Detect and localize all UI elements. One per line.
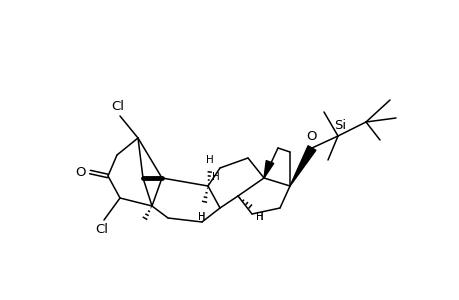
Text: Si: Si [333, 119, 345, 132]
Text: H: H [198, 212, 205, 222]
Text: Cl: Cl [111, 100, 124, 113]
Text: H: H [256, 212, 263, 222]
Text: H: H [212, 172, 219, 182]
Text: O: O [306, 130, 317, 143]
Text: Cl: Cl [95, 223, 108, 236]
Text: H: H [256, 212, 263, 222]
Polygon shape [289, 146, 315, 186]
Text: H: H [198, 212, 205, 222]
Text: O: O [75, 166, 86, 178]
Text: H: H [206, 155, 213, 165]
Polygon shape [263, 160, 273, 178]
